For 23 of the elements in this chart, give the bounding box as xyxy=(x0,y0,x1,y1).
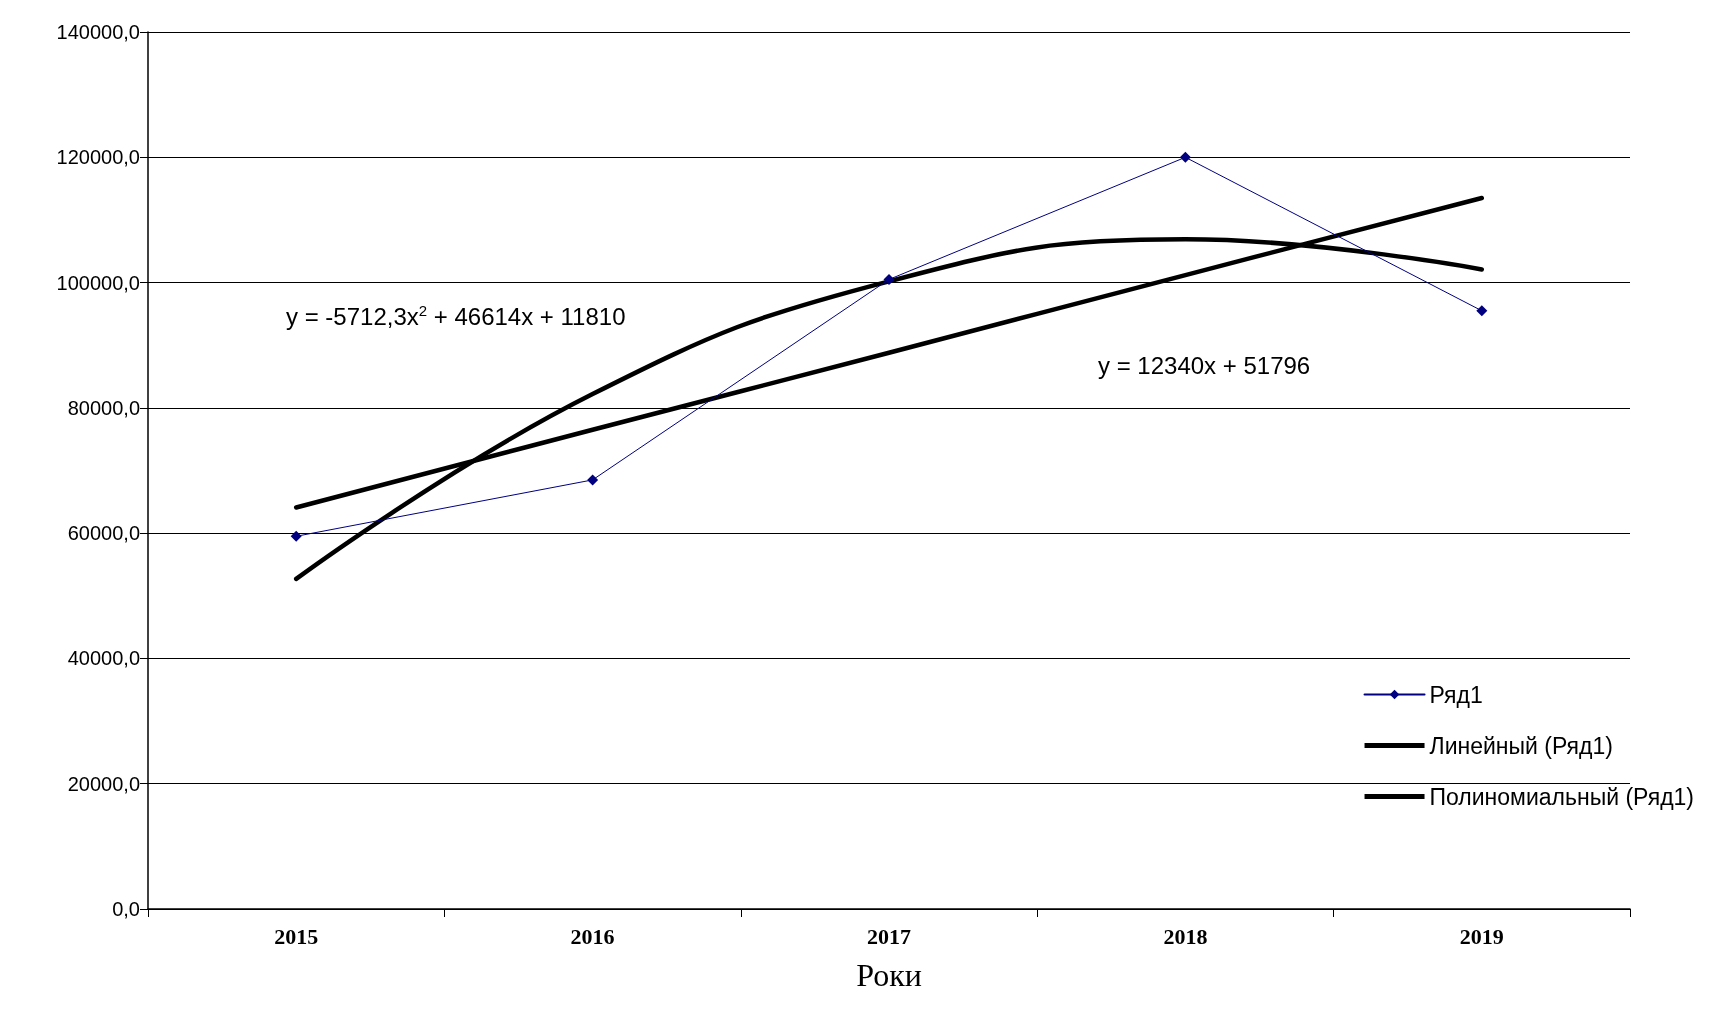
x-axis-title: Роки xyxy=(856,957,922,993)
point xyxy=(587,474,599,486)
point xyxy=(1179,151,1191,163)
x-tick-label: 2019 xyxy=(1459,923,1504,949)
legend-label: Линейный (Ряд1) xyxy=(1429,732,1613,759)
point xyxy=(290,530,302,542)
y-tick-label: 60000,0 xyxy=(67,522,140,545)
y-tick-label: 140000,0 xyxy=(56,21,140,43)
y-tick-label: 120000,0 xyxy=(56,146,140,169)
y-tick-label: 100000,0 xyxy=(56,271,140,294)
x-tick-label: 2015 xyxy=(274,923,319,949)
y-tick-label: 20000,0 xyxy=(67,772,140,795)
point xyxy=(1476,305,1488,317)
x-tick-label: 2018 xyxy=(1163,923,1208,949)
annotation: y = 12340x + 51796 xyxy=(1098,351,1311,379)
x-tick-label: 2016 xyxy=(570,923,615,949)
legend-label: Полиномиальный (Ряд1) xyxy=(1429,783,1694,810)
y-tick-label: 40000,0 xyxy=(67,647,140,670)
y-tick-label: 0,0 xyxy=(112,898,140,920)
x-tick-label: 2017 xyxy=(867,923,911,949)
legend-label: Ряд1 xyxy=(1429,681,1483,708)
y-tick-label: 80000,0 xyxy=(67,396,140,419)
point xyxy=(883,273,895,285)
